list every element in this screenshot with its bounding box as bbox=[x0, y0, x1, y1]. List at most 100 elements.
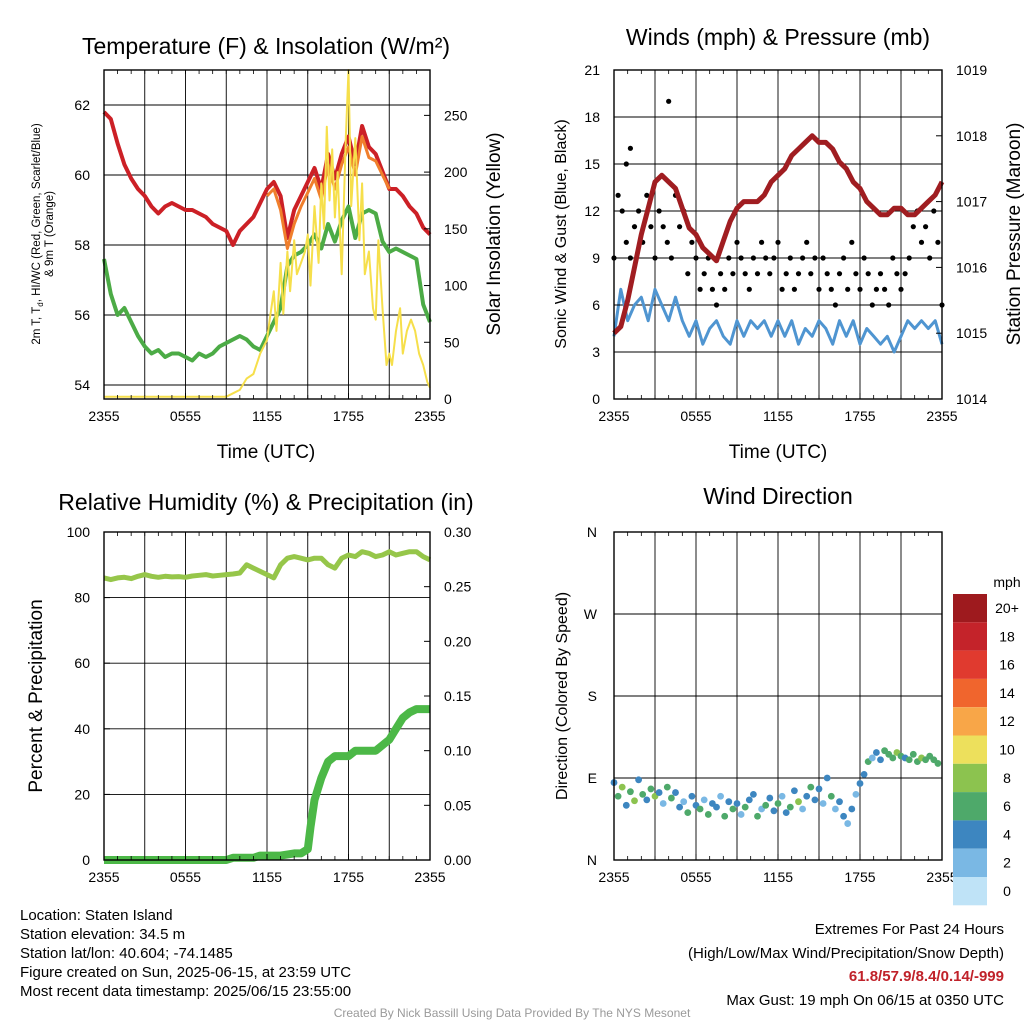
gust-point bbox=[808, 271, 814, 277]
gust-point bbox=[853, 271, 859, 277]
legend-swatch bbox=[953, 763, 987, 793]
legend-swatch bbox=[953, 848, 987, 877]
direction-point bbox=[827, 792, 835, 800]
direction-point bbox=[643, 796, 651, 804]
gust-point bbox=[660, 224, 666, 230]
winds-y-tick-label: 21 bbox=[584, 62, 600, 78]
legend-label: 12 bbox=[999, 713, 1015, 729]
gust-point bbox=[795, 271, 802, 277]
direction-point bbox=[791, 787, 798, 795]
gust-point bbox=[627, 255, 634, 261]
temperature-ylabel-line2: & 9m T (Orange) bbox=[44, 191, 56, 277]
gust-point bbox=[923, 224, 929, 230]
legend-swatch bbox=[953, 650, 987, 679]
direction-point bbox=[704, 811, 712, 818]
direction-point bbox=[696, 805, 704, 813]
temperature-y2-tick-label: 0 bbox=[444, 391, 452, 407]
direction-point bbox=[848, 805, 856, 813]
temperature-line bbox=[102, 110, 432, 247]
humidity-y-tick-label: 60 bbox=[74, 655, 90, 671]
gust-point bbox=[701, 271, 707, 277]
gust-point bbox=[738, 255, 744, 261]
direction-point bbox=[823, 774, 831, 782]
extremes-values: 61.8/57.9/8.4/0.14/-999 bbox=[848, 968, 1004, 985]
speed-color-legend: 20+ 18 16 14 12 10 8 6 4 2 0 bbox=[953, 594, 1019, 906]
winds-y-tick-label: 0 bbox=[592, 391, 600, 407]
winds-xlabel: Time (UTC) bbox=[729, 442, 828, 463]
direction-point bbox=[713, 803, 720, 811]
temperature-y-tick-label: 58 bbox=[74, 237, 90, 253]
direction-point bbox=[770, 807, 778, 815]
gust-point bbox=[902, 271, 908, 277]
humidity-y2-tick-label: 0.10 bbox=[444, 743, 471, 759]
winds-ylabel-left: Sonic Wind & Gust (Blue, Black) bbox=[553, 119, 570, 348]
gust-point bbox=[861, 255, 867, 261]
winds-y-tick-label: 18 bbox=[584, 109, 600, 125]
gust-point bbox=[648, 224, 654, 230]
gust-point bbox=[783, 271, 789, 277]
legend-swatch bbox=[953, 792, 987, 821]
direction-point bbox=[741, 803, 749, 811]
direction-point bbox=[762, 801, 770, 809]
figure-created: Figure created on Sun, 2025-06-15, at 23… bbox=[20, 964, 352, 981]
direction-point bbox=[622, 801, 630, 809]
temperature-ylabel-right: Solar Insolation (Yellow) bbox=[484, 132, 505, 335]
station-latlon: Station lat/lon: 40.604; -74.1485 bbox=[20, 945, 233, 962]
gust-point bbox=[824, 271, 830, 277]
direction-point bbox=[889, 754, 897, 762]
gust-point bbox=[644, 192, 650, 198]
gust-point bbox=[763, 255, 769, 261]
gust-point bbox=[677, 224, 683, 230]
gust-point bbox=[623, 161, 629, 167]
humidity-y-tick-label: 0 bbox=[82, 852, 90, 868]
winds-ylabel-right: Station Pressure (Maroon) bbox=[1004, 123, 1024, 346]
direction-y-tick-label: W bbox=[584, 606, 598, 622]
temperature-x-tick-label: 1155 bbox=[252, 408, 282, 424]
legend-swatch bbox=[953, 707, 987, 736]
gust-point bbox=[713, 302, 720, 308]
gust-point bbox=[730, 271, 736, 277]
gust-point bbox=[726, 255, 732, 261]
legend-swatch bbox=[953, 594, 987, 623]
gust-point bbox=[906, 255, 912, 261]
gust-point bbox=[816, 286, 822, 292]
humidity-x-tick-label: 1755 bbox=[333, 869, 364, 885]
humidity-x-tick-label: 2355 bbox=[88, 869, 119, 885]
humidity-y-tick-label: 100 bbox=[67, 524, 91, 540]
gust-point bbox=[841, 255, 847, 261]
direction-x-tick-label: 1155 bbox=[763, 869, 793, 885]
temperature-ylabel-part1: 2m T, T bbox=[31, 307, 43, 345]
winds-y-tick-label: 9 bbox=[592, 250, 600, 266]
gust-point bbox=[894, 271, 900, 277]
legend-swatch bbox=[953, 820, 987, 849]
direction-point bbox=[631, 797, 638, 805]
direction-point bbox=[737, 811, 745, 818]
humidity-y-tick-label: 20 bbox=[74, 786, 90, 802]
direction-legend-title: mph bbox=[993, 574, 1020, 590]
direction-x-tick-label: 2355 bbox=[598, 869, 629, 885]
extremes-title: Extremes For Past 24 Hours bbox=[814, 921, 1004, 938]
gust-point bbox=[845, 286, 851, 292]
humidity-ylabel-left: Percent & Precipitation bbox=[26, 599, 47, 792]
gust-point bbox=[718, 271, 724, 277]
direction-point bbox=[688, 792, 696, 800]
gust-point bbox=[697, 286, 703, 292]
gust-point bbox=[668, 255, 675, 261]
direction-ylabel-left: Direction (Colored By Speed) bbox=[554, 592, 571, 800]
direction-point bbox=[909, 750, 917, 758]
direction-point bbox=[844, 820, 852, 827]
gust-point bbox=[832, 302, 839, 308]
winds-y-tick-label: 6 bbox=[592, 297, 600, 313]
gust-point bbox=[918, 239, 925, 245]
gust-point bbox=[869, 302, 875, 308]
direction-point bbox=[639, 791, 647, 798]
temperature-y-tick-label: 54 bbox=[74, 377, 90, 393]
gust-point bbox=[771, 255, 777, 261]
winds-panel: Winds (mph) & Pressure (mb) 2355 0555 1155… bbox=[553, 24, 1024, 463]
legend-swatch bbox=[953, 735, 987, 764]
direction-point bbox=[676, 803, 683, 811]
direction-point bbox=[795, 798, 802, 806]
direction-point bbox=[856, 780, 864, 787]
gust-point bbox=[935, 239, 941, 245]
gust-point bbox=[857, 286, 863, 292]
